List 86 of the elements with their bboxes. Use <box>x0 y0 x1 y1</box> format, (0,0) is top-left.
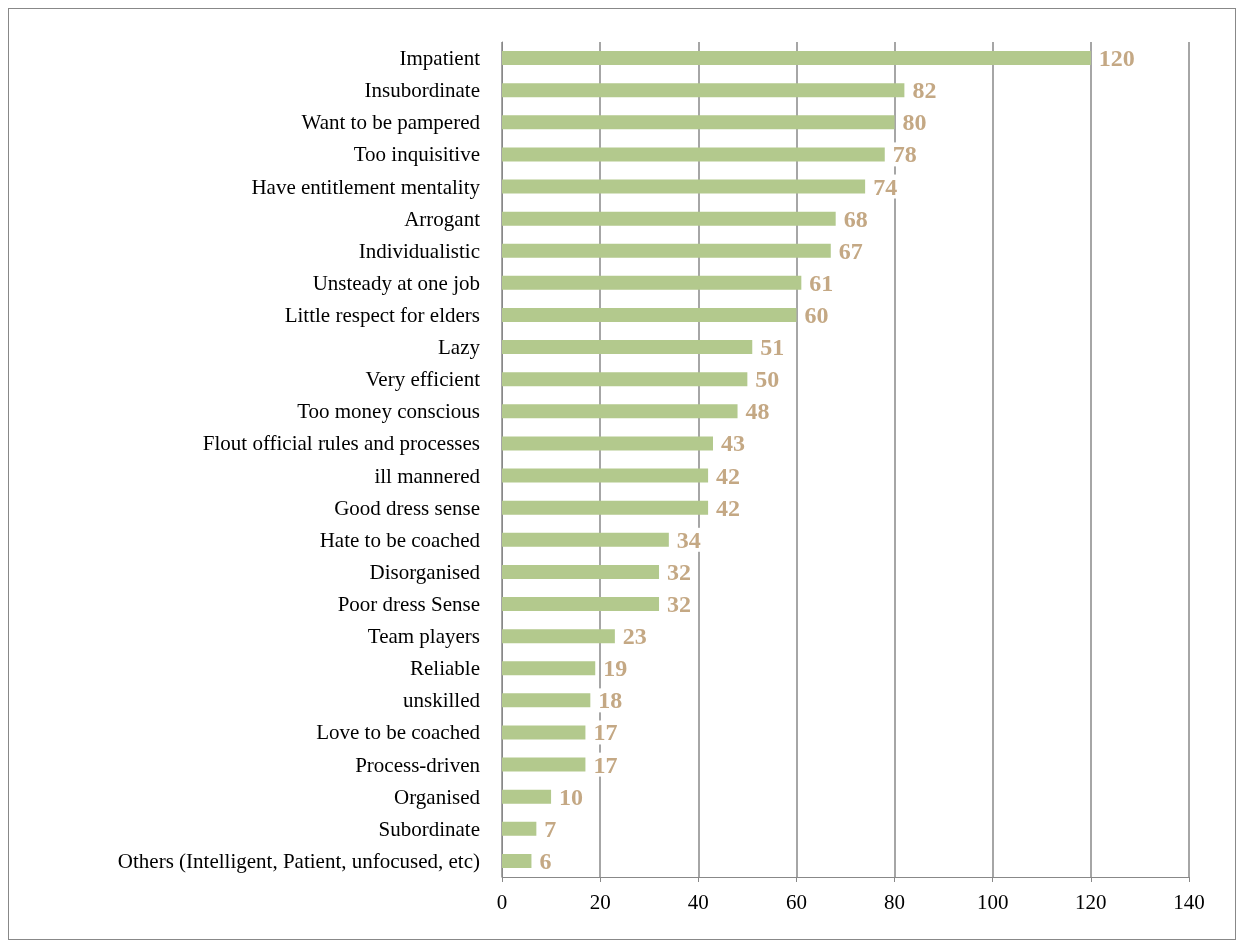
bar <box>502 500 709 515</box>
x-tick-label: 0 <box>496 889 508 914</box>
data-label: 34 <box>676 526 701 553</box>
bar <box>502 115 895 130</box>
bar <box>502 821 537 836</box>
y-tick-label: Lazy <box>438 335 481 360</box>
y-tick-label: Organised <box>394 784 481 809</box>
data-label: 23 <box>622 623 647 650</box>
data-label: 61 <box>809 269 834 296</box>
x-tick-label: 80 <box>884 889 906 914</box>
data-label: 10 <box>559 783 584 810</box>
y-tick-label: Good dress sense <box>334 495 480 520</box>
data-label: 68 <box>843 205 868 232</box>
y-tick-label: unskilled <box>403 688 481 713</box>
y-tick-label: Disorganised <box>369 559 481 584</box>
data-label: 42 <box>716 462 741 489</box>
data-label: 19 <box>603 655 628 682</box>
data-label: 17 <box>593 751 618 778</box>
data-label: 51 <box>760 334 785 361</box>
bar <box>502 83 905 98</box>
data-label: 7 <box>544 815 557 842</box>
bar <box>502 564 660 579</box>
x-tick-label: 140 <box>1173 889 1205 914</box>
data-label: 67 <box>838 237 863 264</box>
data-label: 32 <box>667 558 692 585</box>
y-tick-label: Too inquisitive <box>353 142 480 167</box>
y-tick-label: Want to be pampered <box>301 110 481 135</box>
y-tick-label: Have entitlement mentality <box>251 174 481 199</box>
y-tick-label: ill mannered <box>374 463 481 488</box>
data-label: 48 <box>745 398 770 425</box>
y-tick-label: Too money conscious <box>297 399 480 424</box>
data-label: 32 <box>667 591 692 618</box>
bar <box>502 757 586 772</box>
x-tick-label: 100 <box>976 889 1009 914</box>
data-label: 50 <box>755 366 780 393</box>
bar <box>502 789 552 804</box>
bar <box>502 532 669 547</box>
bar <box>502 372 748 387</box>
data-label: 6 <box>539 847 552 874</box>
bar <box>502 725 586 740</box>
y-tick-label: Little respect for elders <box>284 302 480 327</box>
y-tick-label: Others (Intelligent, Patient, unfocused, etc) <box>117 848 480 873</box>
y-tick-label: Arrogant <box>404 206 481 231</box>
bar <box>502 436 714 451</box>
x-tick-label: 40 <box>687 889 709 914</box>
bar <box>502 468 709 483</box>
x-tick-label: 60 <box>785 889 807 914</box>
x-tick-label: 120 <box>1075 889 1107 914</box>
bar <box>502 211 836 226</box>
bar <box>502 179 866 194</box>
y-tick-label: Hate to be coached <box>319 527 481 552</box>
bar <box>502 853 532 868</box>
data-label: 74 <box>873 173 898 200</box>
x-tick-label: 20 <box>589 889 611 914</box>
bar <box>502 275 802 290</box>
bar <box>502 693 591 708</box>
bar <box>502 307 797 322</box>
y-tick-label: Love to be coached <box>316 720 481 745</box>
y-tick-label: Flout official rules and processes <box>202 431 480 456</box>
data-label: 82 <box>912 77 937 104</box>
data-label: 80 <box>902 109 927 136</box>
y-tick-label: Impatient <box>399 46 481 71</box>
data-label: 78 <box>892 141 917 168</box>
y-tick-label: Individualistic <box>358 238 480 263</box>
data-label: 18 <box>598 687 623 714</box>
y-tick-label: Reliable <box>410 656 480 681</box>
data-label: 120 <box>1098 45 1135 72</box>
bar <box>502 147 885 162</box>
bar <box>502 243 831 258</box>
y-tick-label: Very efficient <box>365 367 481 392</box>
bar <box>502 51 1091 66</box>
bar <box>502 340 753 355</box>
bar <box>502 661 596 676</box>
y-tick-label: Poor dress Sense <box>337 592 480 617</box>
bar <box>502 629 615 644</box>
bar <box>502 597 660 612</box>
data-label: 42 <box>716 494 741 521</box>
y-tick-label: Team players <box>367 624 480 649</box>
data-label: 43 <box>721 430 746 457</box>
y-tick-label: Unsteady at one job <box>312 270 480 295</box>
bar <box>502 404 738 419</box>
data-label: 17 <box>593 719 618 746</box>
y-tick-label: Process-driven <box>355 752 481 777</box>
data-label: 60 <box>804 301 829 328</box>
y-tick-label: Subordinate <box>378 816 480 841</box>
y-tick-label: Insubordinate <box>364 78 480 103</box>
